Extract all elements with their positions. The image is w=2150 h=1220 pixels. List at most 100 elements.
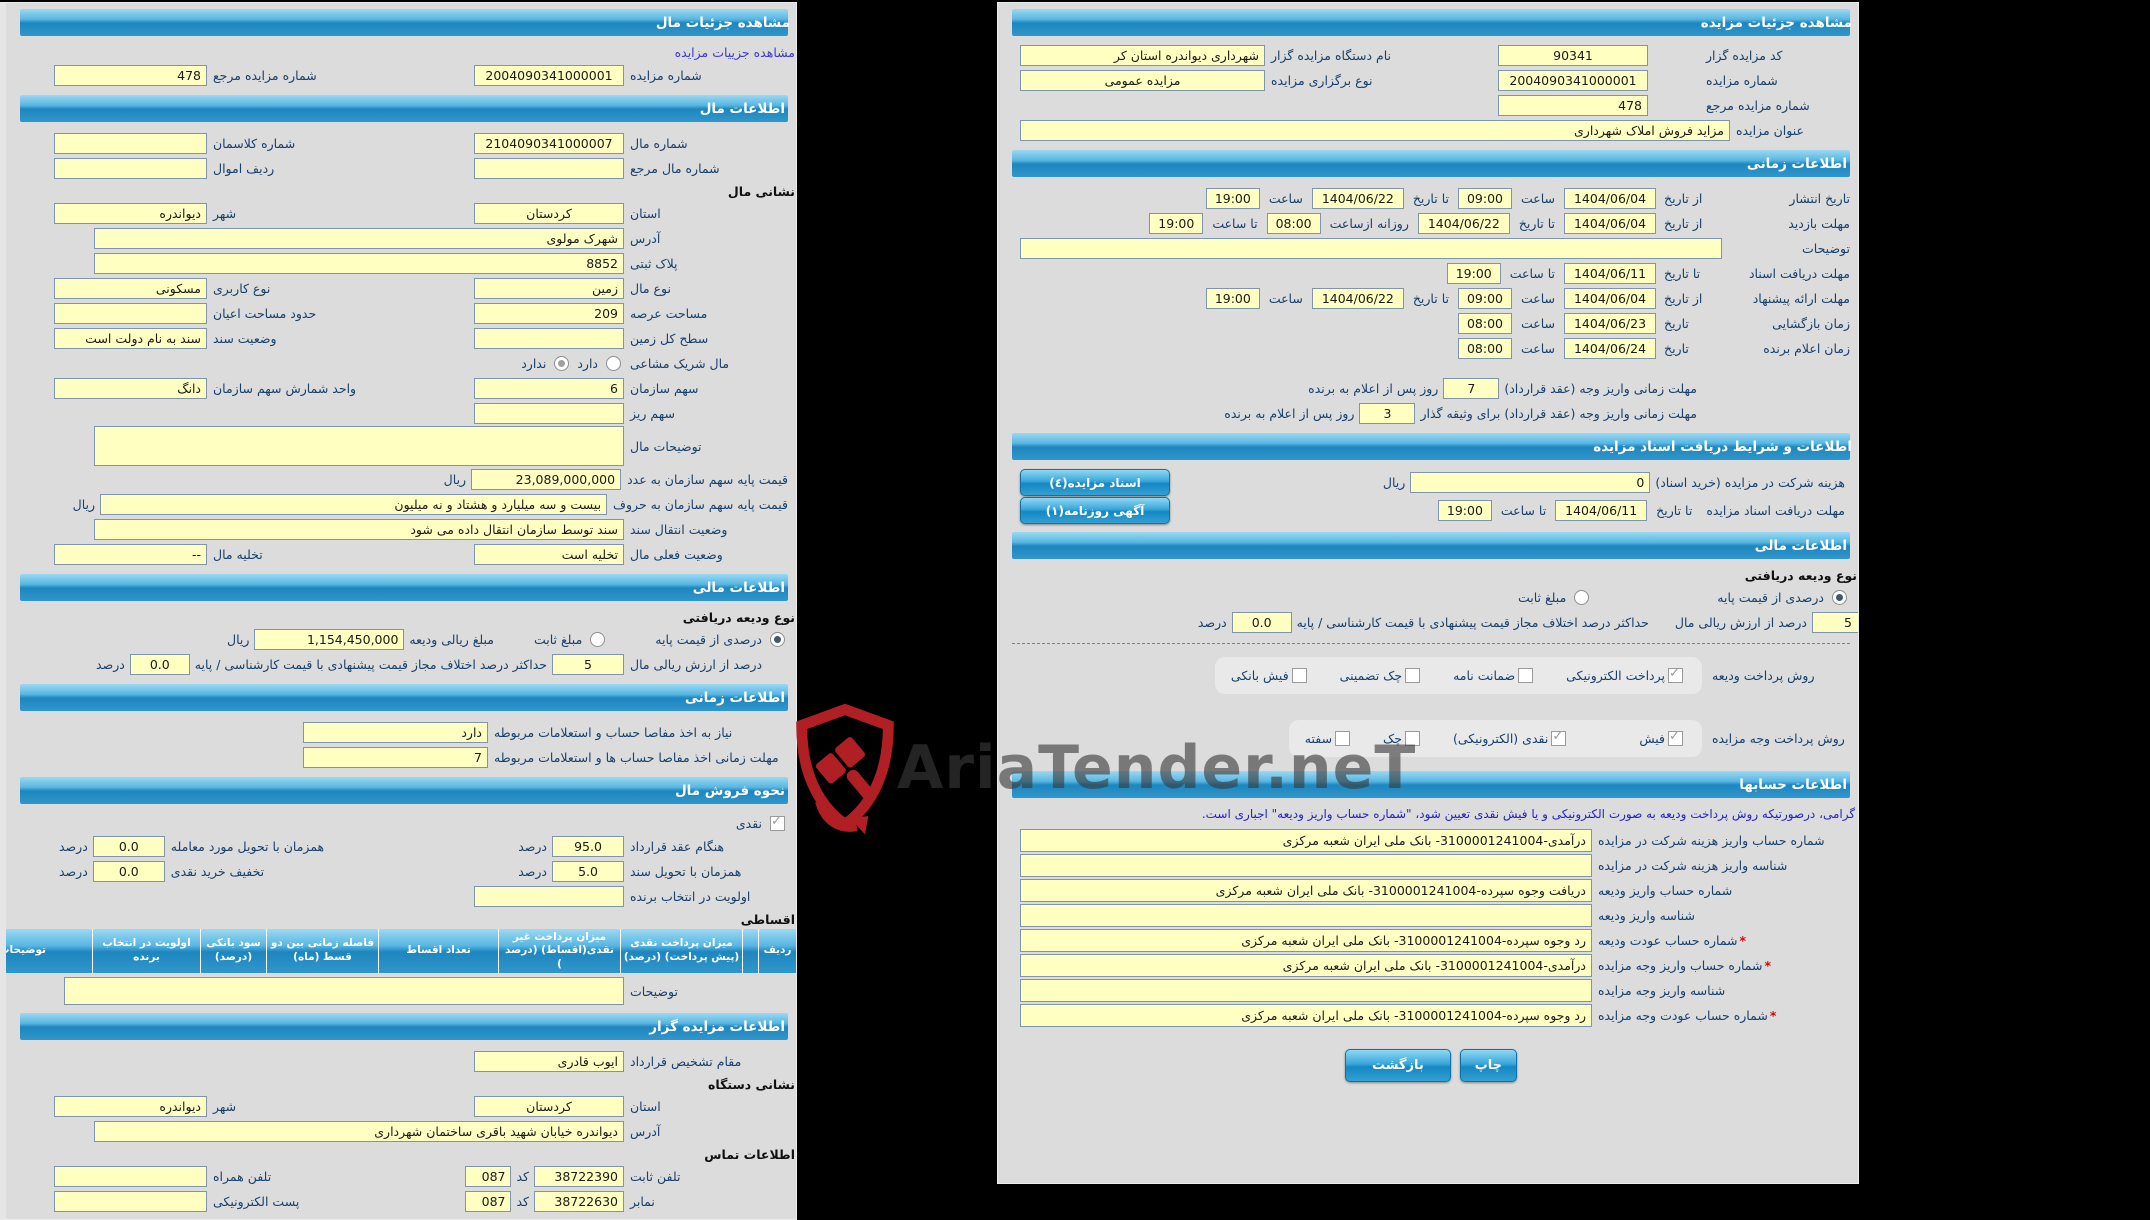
print-button[interactable]: چاپ — [1459, 1049, 1518, 1082]
cash-checkbox[interactable] — [770, 814, 785, 831]
offer-to-time-field[interactable]: 19:00 — [1205, 287, 1260, 309]
transfer-status-field[interactable]: سند توسط سازمان انتقال داده می شود — [94, 518, 624, 540]
fax-field[interactable]: 38722630 — [534, 1190, 624, 1212]
back-button[interactable]: بازگشت — [1344, 1049, 1451, 1082]
acc-deposit-field[interactable]: دریافت وجوه سپرده-3100001241004- بانک مل… — [1020, 878, 1592, 902]
publish-from-time-field[interactable]: 09:00 — [1457, 187, 1512, 209]
evacuation-field[interactable]: -- — [54, 543, 207, 565]
mal-number-field[interactable]: 2104090341000007 — [474, 132, 624, 154]
sale-desc-field[interactable] — [64, 977, 624, 1005]
mobile-field[interactable] — [54, 1165, 207, 1187]
fixed-amount-radio[interactable] — [590, 631, 606, 647]
at-delivery-field[interactable]: 0.0 — [92, 835, 165, 857]
sub-share-field[interactable] — [474, 402, 624, 424]
authority-field[interactable]: ایوب قادری — [474, 1050, 624, 1072]
auction-ref-field[interactable]: 478 — [1498, 94, 1648, 116]
opening-date-field[interactable]: 1404/06/23 — [1564, 312, 1656, 334]
acc-fee-deposit-field[interactable]: درآمدی-3100001241004- بانک ملی ایران شعب… — [1020, 828, 1592, 852]
cash-discount-field[interactable]: 0.0 — [92, 860, 165, 882]
visit-to-date-field[interactable]: 1404/06/22 — [1417, 212, 1510, 234]
percent-value-field[interactable]: 5 — [552, 653, 624, 675]
deposit-amount-field[interactable]: 1,154,450,000 — [254, 628, 405, 650]
fixed-amount-radio[interactable] — [1574, 589, 1590, 605]
partner-yes-radio[interactable] — [606, 355, 621, 371]
guarantee-letter-checkbox[interactable] — [1518, 668, 1534, 683]
publish-from-date-field[interactable]: 1404/06/04 — [1564, 187, 1656, 209]
offer-from-date-field[interactable]: 1404/06/04 — [1564, 287, 1656, 309]
winner-priority-field[interactable] — [474, 885, 624, 907]
usage-field[interactable]: مسکونی — [54, 277, 207, 299]
mal-row-field[interactable] — [54, 157, 207, 179]
pay-deadline2-field[interactable]: 3 — [1359, 402, 1416, 424]
phone-code-field[interactable]: 087 — [465, 1165, 512, 1187]
fee-field[interactable]: 0 — [1410, 472, 1651, 493]
plate-field[interactable]: 8852 — [94, 252, 624, 274]
visit-from-date-field[interactable]: 1404/06/04 — [1564, 212, 1656, 234]
auction-docs-button[interactable]: اسناد مزایده(٤) — [1020, 469, 1170, 496]
partner-no-radio[interactable] — [554, 355, 570, 371]
gozar-name-field[interactable]: شهرداری دیواندره استان کر — [1020, 44, 1265, 66]
docs-deadline-date-field[interactable]: 1404/06/11 — [1564, 262, 1656, 284]
winner-time-field[interactable]: 08:00 — [1457, 337, 1512, 359]
offer-from-time-field[interactable]: 09:00 — [1457, 287, 1512, 309]
ayan-field[interactable] — [54, 302, 207, 324]
max-diff-field[interactable]: 0.0 — [1231, 611, 1292, 633]
bank-receipt-checkbox[interactable] — [1291, 668, 1307, 683]
land-total-field[interactable] — [474, 327, 624, 349]
acc-payment-return-field[interactable]: رد وجوه سپرده-3100001241004- بانک ملی ای… — [1020, 1003, 1592, 1027]
certified-check-checkbox[interactable] — [1405, 668, 1421, 683]
current-status-field[interactable]: تخلیه است — [474, 543, 624, 565]
auction-ref-field[interactable]: 478 — [54, 64, 207, 86]
cash-electronic-checkbox[interactable] — [1551, 729, 1567, 746]
auction-type-field[interactable]: مزایده عمومی — [1020, 69, 1265, 91]
opening-time-field[interactable]: 08:00 — [1457, 312, 1512, 334]
acc-deposit-id-field[interactable] — [1020, 903, 1592, 927]
doc-deadline-time-field[interactable]: 19:00 — [1437, 500, 1492, 521]
acc-payment-field[interactable]: درآمدی-3100001241004- بانک ملی ایران شعب… — [1020, 953, 1592, 977]
publish-to-time-field[interactable]: 19:00 — [1205, 187, 1260, 209]
dev-city-field[interactable]: دیواندره — [54, 1095, 207, 1117]
dev-province-field[interactable]: کردستان — [474, 1095, 624, 1117]
electronic-payment-checkbox[interactable] — [1668, 666, 1683, 683]
at-doc-field[interactable]: 5.0 — [552, 860, 624, 882]
auction-details-link[interactable]: مشاهده جزییات مزایده — [674, 45, 795, 60]
newspaper-ad-button[interactable]: آگهی روزنامه(١) — [1020, 497, 1170, 524]
clearance-field[interactable]: دارد — [303, 721, 488, 743]
offer-to-date-field[interactable]: 1404/06/22 — [1311, 287, 1404, 309]
percent-of-base-radio[interactable] — [1832, 589, 1847, 605]
percent-value-field[interactable]: 5 — [1812, 611, 1858, 633]
base-price-words-field[interactable]: بیست و سه میلیارد و هشتاد و نه میلیون — [100, 493, 608, 515]
acc-fee-id-field[interactable] — [1020, 853, 1592, 877]
phone-field[interactable]: 38722390 — [534, 1165, 624, 1187]
percent-of-base-radio[interactable] — [770, 631, 785, 647]
gozar-code-field[interactable]: 90341 — [1498, 44, 1648, 66]
pay-deadline-field[interactable]: 7 — [1443, 377, 1500, 399]
doc-status-field[interactable]: سند به نام دولت است — [54, 327, 207, 349]
visit-to-time-field[interactable]: 19:00 — [1149, 212, 1204, 234]
promissory-note-checkbox[interactable] — [1335, 731, 1351, 746]
visit-from-time-field[interactable]: 08:00 — [1266, 212, 1321, 234]
area-field[interactable]: 209 — [474, 302, 624, 324]
mal-desc-field[interactable] — [94, 426, 624, 466]
auction-number-field[interactable]: 2004090341000001 — [1498, 69, 1648, 91]
province-field[interactable]: کردستان — [474, 202, 624, 224]
address-field[interactable]: شهرک مولوی — [94, 227, 624, 249]
share-unit-field[interactable]: دانگ — [54, 377, 207, 399]
winner-date-field[interactable]: 1404/06/24 — [1564, 337, 1656, 359]
auction-number-field[interactable]: 2004090341000001 — [474, 64, 624, 86]
acc-payment-id-field[interactable] — [1020, 978, 1592, 1002]
class-number-field[interactable] — [54, 132, 207, 154]
receipt-checkbox[interactable] — [1668, 729, 1683, 746]
acc-deposit-return-field[interactable]: رد وجوه سپرده-3100001241004- بانک ملی ای… — [1020, 928, 1592, 952]
mal-type-field[interactable]: زمین — [474, 277, 624, 299]
dev-address-field[interactable]: دیواندره خیابان شهید باقری ساختمان شهردا… — [94, 1120, 624, 1142]
publish-to-date-field[interactable]: 1404/06/22 — [1311, 187, 1404, 209]
docs-deadline-time-field[interactable]: 19:00 — [1446, 262, 1501, 284]
city-field[interactable]: دیواندره — [54, 202, 207, 224]
mal-ref-field[interactable] — [474, 157, 624, 179]
clearance-deadline-field[interactable]: 7 — [303, 746, 488, 768]
org-share-field[interactable]: 6 — [474, 377, 624, 399]
base-price-num-field[interactable]: 23,089,000,000 — [471, 468, 622, 490]
doc-deadline-date-field[interactable]: 1404/06/11 — [1555, 500, 1648, 521]
email-field[interactable] — [54, 1190, 207, 1212]
